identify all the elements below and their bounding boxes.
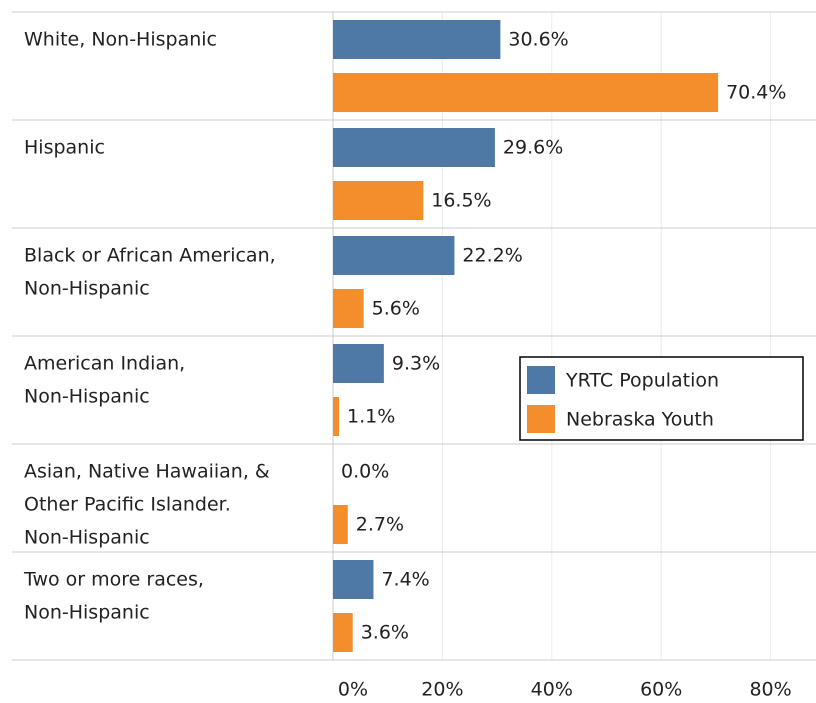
legend: YRTC Population Nebraska Youth	[519, 356, 804, 441]
category-label: Two or more races,	[23, 569, 204, 591]
data-label: 3.6%	[361, 622, 409, 644]
category-label: Non-Hispanic	[24, 278, 150, 300]
bar	[333, 289, 364, 328]
bar	[333, 128, 495, 167]
x-tick-label: 60%	[640, 679, 682, 701]
legend-label: YRTC Population	[565, 370, 719, 392]
data-label: 9.3%	[392, 353, 440, 375]
data-label: 1.1%	[347, 406, 395, 428]
legend-box	[519, 356, 804, 441]
bar	[333, 505, 348, 544]
x-tick-label: 20%	[421, 679, 463, 701]
data-label: 16.5%	[431, 190, 491, 212]
legend-swatch	[527, 405, 555, 433]
data-label: 2.7%	[356, 514, 404, 536]
data-label: 22.2%	[462, 245, 522, 267]
data-label: 0.0%	[341, 461, 389, 483]
x-tick-label: 40%	[531, 679, 573, 701]
bar	[333, 613, 353, 652]
category-label: Non-Hispanic	[24, 527, 150, 549]
bar	[333, 181, 424, 220]
category-label: Hispanic	[24, 137, 105, 159]
data-label: 5.6%	[372, 298, 420, 320]
legend-swatch	[527, 366, 555, 394]
data-label: 30.6%	[508, 29, 568, 51]
bar	[333, 73, 719, 112]
data-label: 7.4%	[381, 569, 429, 591]
bar	[333, 236, 455, 275]
category-label: Non-Hispanic	[24, 386, 150, 408]
category-label: Asian, Native Hawaiian, &	[24, 461, 270, 483]
category-label: White, Non-Hispanic	[24, 29, 217, 51]
bar	[333, 397, 340, 436]
category-label: Black or African American,	[24, 245, 276, 267]
x-tick-label: 0%	[338, 679, 368, 701]
bar	[333, 344, 384, 383]
x-tick-label: 80%	[749, 679, 791, 701]
category-label: American Indian,	[24, 353, 185, 375]
data-label: 70.4%	[726, 82, 786, 104]
legend-label: Nebraska Youth	[566, 409, 714, 431]
bar	[333, 20, 501, 59]
bar	[333, 560, 374, 599]
category-label: Other Pacific Islander.	[24, 494, 231, 516]
category-label: Non-Hispanic	[24, 602, 150, 624]
data-label: 29.6%	[503, 137, 563, 159]
